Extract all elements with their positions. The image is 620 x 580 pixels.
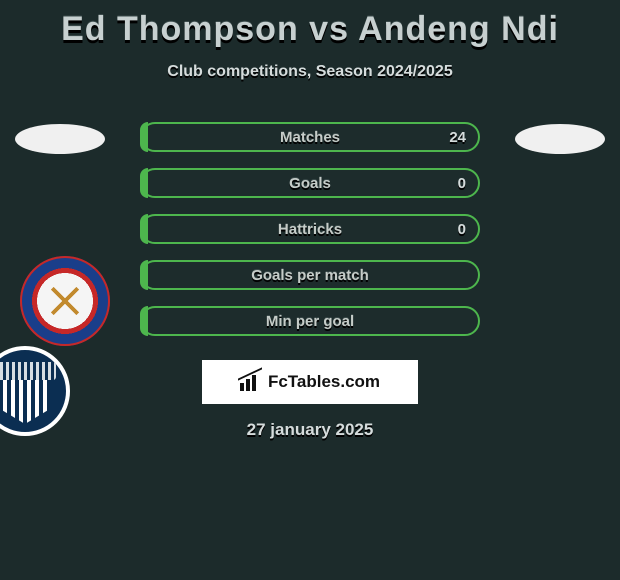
stat-bar-fill xyxy=(140,260,148,290)
brand-chart-icon xyxy=(240,373,262,391)
stat-bar-goals: Goals 0 xyxy=(140,168,480,198)
player-avatar-left xyxy=(15,124,105,154)
player-avatar-right xyxy=(515,124,605,154)
stat-bar-fill xyxy=(140,122,148,152)
stat-bar-fill xyxy=(140,306,148,336)
club-crest-left xyxy=(20,256,110,346)
date-text: 27 january 2025 xyxy=(0,420,620,440)
stat-bars: Matches 24 Goals 0 Hattricks 0 Goals per… xyxy=(140,122,480,352)
stat-value-right: 24 xyxy=(449,129,466,146)
stat-value-right: 0 xyxy=(458,175,466,192)
stat-label: Hattricks xyxy=(278,221,342,238)
stat-label: Min per goal xyxy=(266,313,354,330)
page-title: Ed Thompson vs Andeng Ndi xyxy=(0,0,620,49)
stat-label: Matches xyxy=(280,129,340,146)
stat-bar-hattricks: Hattricks 0 xyxy=(140,214,480,244)
brand-text: FcTables.com xyxy=(268,372,380,392)
stat-bar-min-per-goal: Min per goal xyxy=(140,306,480,336)
stat-label: Goals xyxy=(289,175,331,192)
stat-bar-matches: Matches 24 xyxy=(140,122,480,152)
stat-bar-goals-per-match: Goals per match xyxy=(140,260,480,290)
stat-bar-fill xyxy=(140,214,148,244)
stat-bar-fill xyxy=(140,168,148,198)
subtitle: Club competitions, Season 2024/2025 xyxy=(0,63,620,81)
brand-box: FcTables.com xyxy=(202,360,418,404)
stat-label: Goals per match xyxy=(251,267,369,284)
stat-value-right: 0 xyxy=(458,221,466,238)
